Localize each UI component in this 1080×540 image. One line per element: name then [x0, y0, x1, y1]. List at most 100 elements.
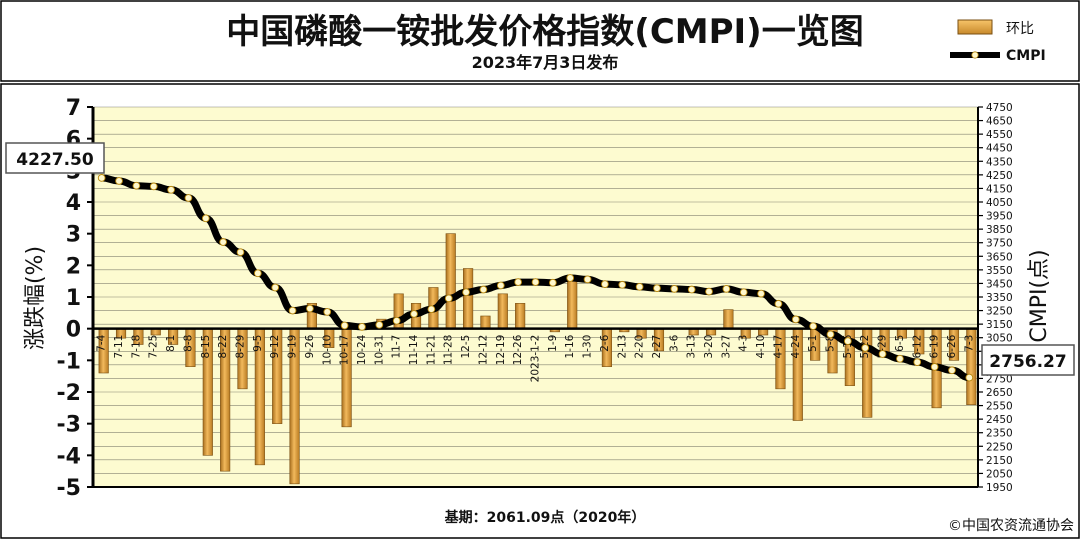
right-tick-label: 3350 [986, 292, 1013, 304]
x-tick-label: 8-22 [217, 335, 229, 359]
cmpi-point [896, 354, 904, 363]
cmpi-point [149, 182, 158, 191]
cmpi-point [219, 238, 227, 246]
cmpi-point [549, 278, 557, 287]
cmpi-point [635, 282, 644, 291]
left-tick-label: 0 [66, 318, 81, 343]
left-tick-label: -1 [57, 349, 81, 374]
cmpi-point [791, 315, 800, 324]
left-tick-label: 2 [66, 254, 81, 279]
right-tick-label: 3250 [986, 306, 1013, 318]
cmpi-point [236, 248, 245, 257]
cmpi-point [97, 174, 106, 182]
x-tick-label: 12-5 [460, 335, 472, 359]
copyright-note: ©中国农资流通协会 [948, 518, 1074, 534]
cmpi-point [913, 358, 922, 366]
right-tick-label: 2050 [986, 468, 1013, 480]
cmpi-point [722, 285, 731, 293]
right-tick-label: 4550 [986, 129, 1013, 141]
first-value-callout: 4227.50 [5, 142, 105, 174]
cmpi-point [479, 285, 488, 294]
left-tick-label: -3 [57, 413, 81, 438]
left-tick-label: 4 [66, 191, 81, 216]
right-tick-label: 4650 [986, 116, 1013, 128]
x-tick-label: 11-14 [408, 334, 420, 365]
right-tick-label: 4350 [986, 156, 1013, 168]
x-tick-label: 9-5 [252, 335, 264, 352]
right-tick-label: 3550 [986, 265, 1013, 277]
change-bar [445, 233, 456, 329]
x-tick-label: 7-25 [148, 335, 160, 359]
change-bar [463, 268, 474, 329]
left-tick-label: -2 [57, 381, 81, 406]
x-axis-labels: 7-4 7-11 7-18 7-25 8-1 8-8 8-15 8-22 8-29 9-5 9-12… [96, 334, 976, 382]
cmpi-point [496, 281, 505, 290]
cmpi-point [514, 278, 522, 286]
right-tick-label: 4050 [986, 197, 1013, 209]
legend: 环比 CMPI [950, 19, 1046, 64]
cmpi-point [687, 285, 696, 294]
cmpi-point [358, 323, 366, 331]
left-tick-label: 7 [66, 96, 81, 121]
cmpi-point [340, 321, 349, 330]
x-tick-label: 3-20 [703, 335, 715, 359]
right-axis-title: CMPI(点) [1027, 249, 1052, 342]
x-tick-label: 2-13 [616, 335, 628, 359]
right-tick-label: 3950 [986, 211, 1013, 223]
x-tick-label: 4-3 [738, 335, 750, 352]
x-tick-label: 11-7 [391, 335, 403, 359]
right-tick-label: 3750 [986, 238, 1013, 250]
cmpi-point [757, 289, 765, 298]
x-tick-label: 8-29 [235, 335, 247, 359]
cmpi-point [653, 284, 661, 293]
left-tick-label: 1 [66, 286, 81, 311]
chart-title: 中国磷酸一铵批发价格指数(CMPI)一览图 [226, 12, 863, 52]
cmpi-point [844, 337, 852, 345]
right-tick-label: 2450 [986, 414, 1013, 426]
x-tick-label: 7-18 [130, 335, 142, 359]
right-tick-label: 2150 [986, 455, 1013, 467]
right-tick-label: 4450 [986, 143, 1013, 155]
cmpi-point [531, 278, 540, 286]
last-value-label: 2756.27 [989, 352, 1066, 372]
legend-line-label: CMPI [1006, 48, 1046, 64]
right-tick-label: 1950 [986, 482, 1013, 494]
last-value-box [981, 344, 1075, 376]
x-tick-label: 2023-1-2 [530, 335, 542, 383]
first-value-box [5, 142, 105, 174]
x-tick-label: 2-27 [651, 335, 663, 359]
cmpi-point [774, 299, 783, 308]
x-tick-label: 6-26 [946, 334, 958, 358]
change-bar [515, 303, 526, 329]
cmpi-point [930, 363, 939, 371]
x-tick-label: 9-26 [304, 334, 316, 358]
x-tick-label: 10-24 [356, 334, 368, 365]
left-tick-label: -4 [57, 444, 81, 469]
cmpi-point [861, 344, 870, 352]
x-tick-label: 7-3 [963, 335, 975, 352]
left-tick-label: -5 [57, 476, 81, 501]
right-tick-label: 3450 [986, 278, 1013, 290]
x-tick-label: 8-1 [165, 335, 177, 352]
cmpi-point [254, 269, 262, 278]
x-tick-label: 6-19 [929, 335, 941, 359]
cmpi-line [97, 174, 974, 382]
cmpi-point [878, 350, 887, 358]
x-tick-label: 5-8 [825, 335, 837, 352]
left-axis-title: 涨跌幅(%) [23, 246, 48, 350]
change-bars [98, 233, 977, 485]
last-value-callout: 2756.27 [981, 344, 1075, 376]
right-tick-label: 3850 [986, 224, 1013, 236]
legend-bar-label: 环比 [1006, 21, 1034, 37]
cmpi-point [462, 288, 470, 297]
right-tick-label: 2250 [986, 441, 1013, 453]
cmpi-point [566, 274, 575, 282]
cmpi-point [618, 280, 627, 289]
cmpi-point [132, 181, 141, 190]
cmpi-point [392, 316, 401, 325]
change-bar [480, 315, 491, 329]
x-tick-label: 2-6 [599, 334, 611, 351]
cmpi-point [965, 373, 974, 382]
cmpi-point [809, 322, 817, 331]
